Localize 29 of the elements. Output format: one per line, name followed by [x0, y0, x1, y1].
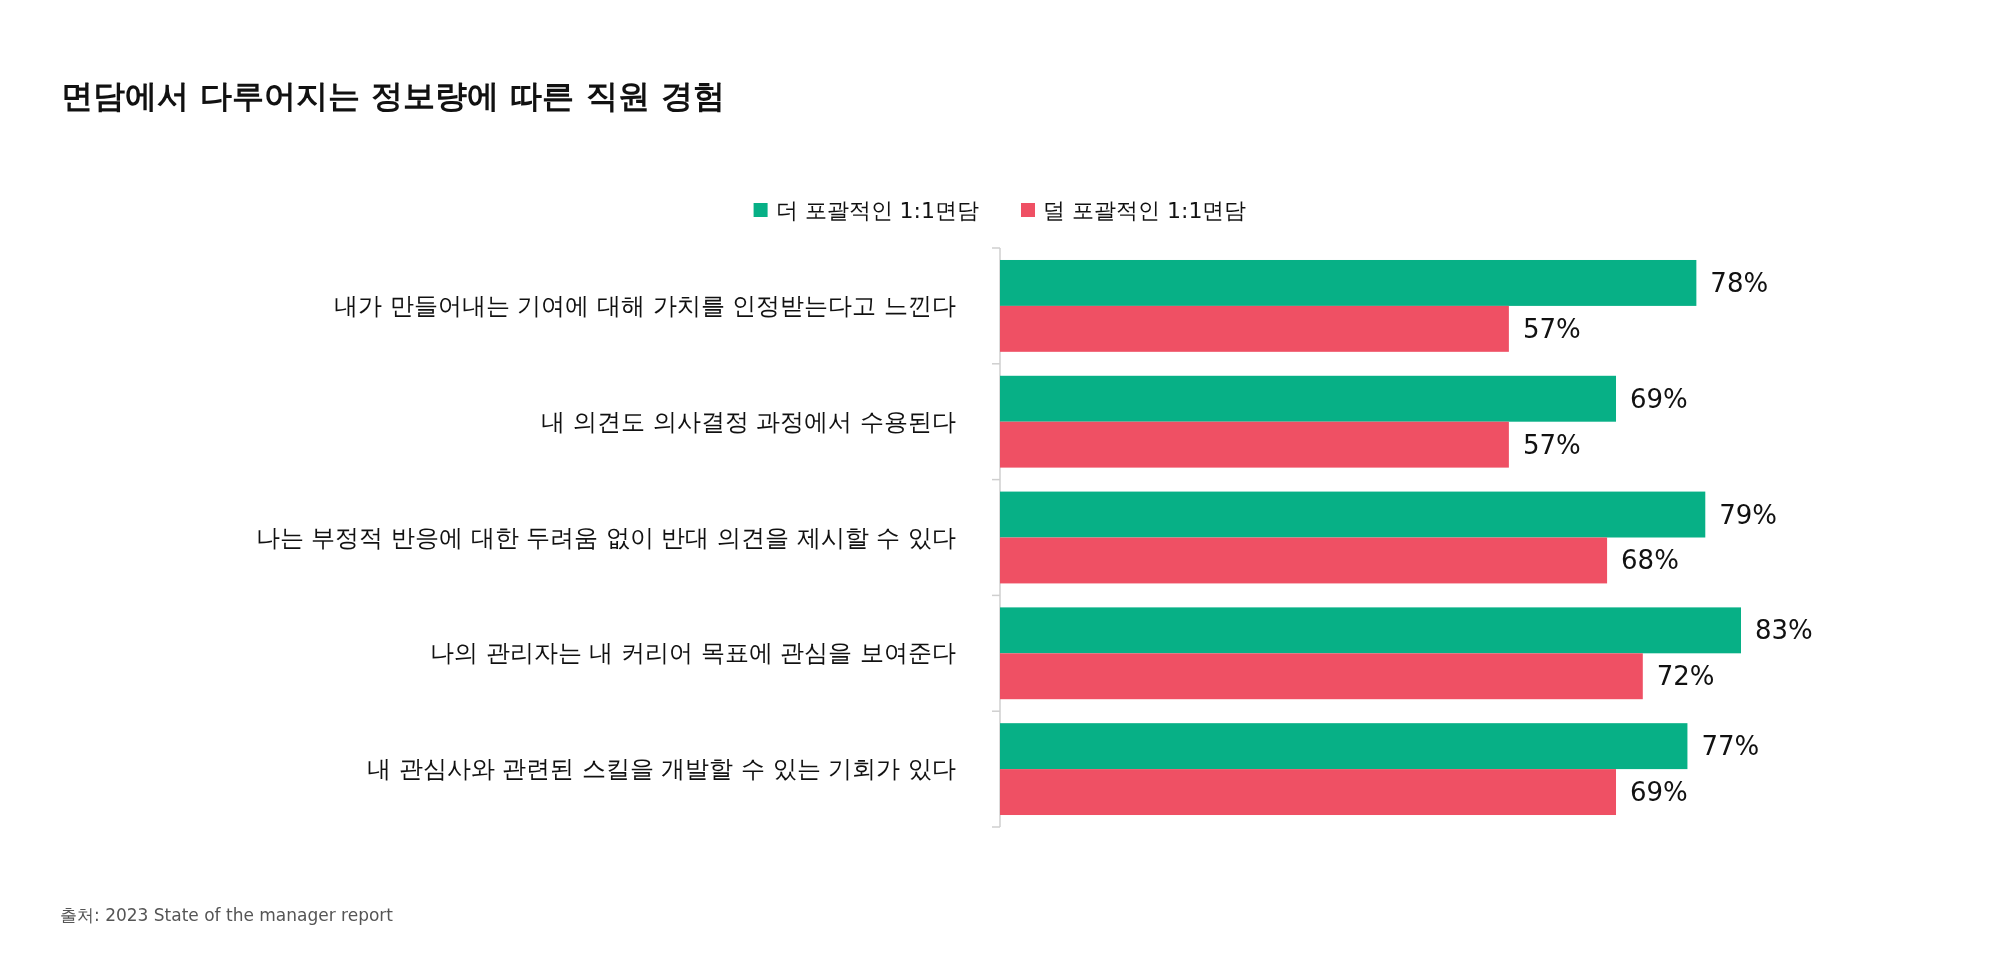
data-label: 57% — [1522, 313, 1581, 344]
data-label: 78% — [1710, 267, 1769, 298]
legend-label: 덜 포괄적인 1:1면담 — [1043, 197, 1247, 223]
data-label: 72% — [1656, 661, 1715, 692]
bar — [1000, 537, 1608, 584]
bar — [1000, 421, 1509, 468]
data-label: 77% — [1701, 731, 1760, 762]
bar — [1000, 769, 1617, 816]
source-note: 출처: 2023 State of the manager report — [60, 905, 394, 925]
data-label: 83% — [1755, 615, 1813, 646]
y-tick-label: 내 관심사와 관련된 스킬을 개발할 수 있는 기회가 있다 — [366, 755, 956, 784]
data-label: 79% — [1719, 499, 1778, 530]
y-tick-label: 나의 관리자는 내 커리어 목표에 관심을 보여준다 — [430, 639, 956, 668]
y-tick-label: 내가 만들어내는 기여에 대해 가치를 인정받는다고 느낀다 — [334, 291, 956, 320]
data-label: 57% — [1522, 429, 1581, 460]
bar — [1000, 723, 1688, 770]
legend-label: 더 포괄적인 1:1면담 — [775, 197, 979, 223]
bar — [1000, 653, 1643, 700]
data-label: 69% — [1630, 383, 1688, 414]
bar — [1000, 607, 1741, 654]
bar — [1000, 491, 1706, 538]
data-label: 69% — [1630, 777, 1688, 808]
bar — [1000, 375, 1617, 422]
bar — [1000, 305, 1509, 352]
text: 면담에서 다루어지는 정보량에 따른 직원 경험 — [61, 77, 725, 115]
y-tick-label: 나는 부정적 반응에 대한 두려움 없이 반대 의견을 제시할 수 있다 — [255, 523, 956, 552]
bar — [1000, 259, 1697, 306]
data-label: 68% — [1621, 545, 1679, 576]
y-tick-label: 내 의견도 의사결정 과정에서 수용된다 — [541, 407, 956, 436]
